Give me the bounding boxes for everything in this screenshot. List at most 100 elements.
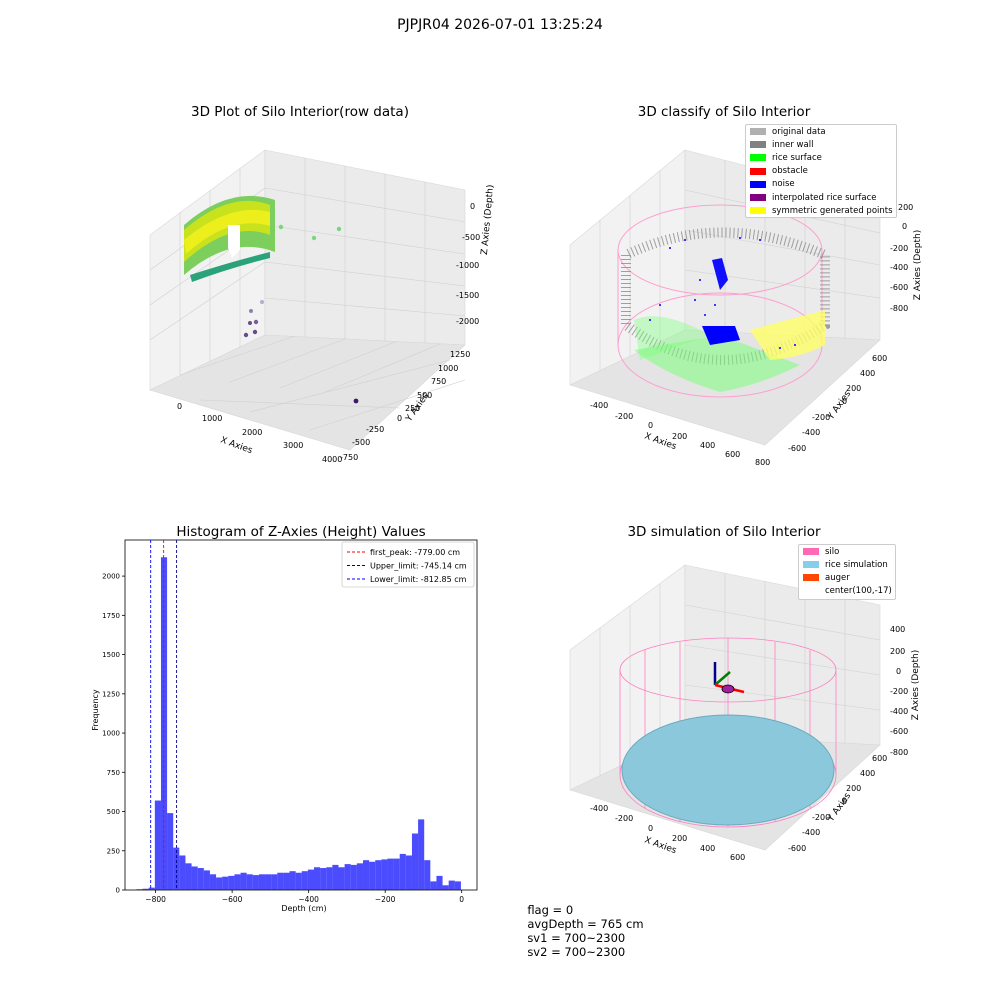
simulation-legend: silo rice simulation auger center(100,-17) — [798, 544, 896, 600]
x-tick-label: −600 — [222, 895, 243, 904]
y-tick-label: 2000 — [102, 573, 120, 581]
legend-label: interpolated rice surface — [772, 192, 877, 203]
histogram-bar — [197, 868, 204, 890]
sv1-value: sv1 = 700~2300 — [527, 931, 626, 945]
histogram-bar — [209, 874, 217, 890]
histogram-bar — [265, 874, 272, 890]
svg-text:-200: -200 — [890, 687, 908, 696]
histogram-bar — [185, 863, 192, 890]
histogram-bar — [369, 861, 376, 890]
histogram-bar — [277, 872, 284, 890]
histogram-bar — [252, 875, 259, 890]
legend-swatch — [750, 194, 766, 202]
legend-box — [341, 541, 475, 588]
panel4-title: 3D simulation of Silo Interior — [627, 524, 821, 540]
histogram-bar — [228, 875, 235, 890]
svg-text:-2000: -2000 — [456, 317, 479, 326]
panel1-title: 3D Plot of Silo Interior(row data) — [191, 104, 409, 120]
histogram-bar — [418, 819, 425, 890]
svg-text:2000: 2000 — [242, 428, 262, 437]
auger-marker — [713, 662, 745, 694]
histogram-ticks: −800 −600 −400 −200 0 0 250 500 750 1000 1250 1500 1… — [102, 573, 464, 904]
svg-text:400: 400 — [860, 769, 875, 778]
svg-text:Z Axies (Depth): Z Axies (Depth) — [911, 650, 921, 721]
svg-text:Z Axies (Depth): Z Axies (Depth) — [913, 230, 923, 301]
y-tick-label: 1250 — [102, 690, 120, 698]
histogram-bar — [167, 813, 174, 890]
legend-swatch — [750, 141, 766, 149]
svg-text:0: 0 — [842, 797, 847, 806]
svg-text:0: 0 — [648, 421, 653, 430]
y-tick-label: 1000 — [102, 730, 120, 738]
svg-text:400: 400 — [860, 369, 875, 378]
svg-text:250: 250 — [405, 404, 420, 413]
histogram-bar — [222, 876, 229, 890]
svg-text:600: 600 — [730, 853, 745, 862]
histogram-ylabel: Frequency — [91, 689, 100, 731]
histogram-bar — [173, 847, 180, 890]
histogram-bar — [362, 860, 370, 890]
histogram-bar — [436, 875, 443, 890]
raw-3d-plot: 0 1000 2000 3000 4000 X Axies 1250 1000 … — [149, 149, 496, 464]
histogram-bar — [344, 864, 351, 890]
panel2-title: 3D classify of Silo Interior — [637, 104, 811, 120]
x-tick-label: −200 — [375, 895, 396, 904]
svg-text:600: 600 — [725, 450, 740, 459]
svg-text:-200: -200 — [615, 412, 633, 421]
svg-text:-600: -600 — [890, 283, 908, 292]
flag-value: flag = 0 — [527, 903, 574, 917]
y-tick-label: 250 — [107, 847, 120, 855]
svg-text:-200: -200 — [890, 244, 908, 253]
legend-swatch — [803, 561, 819, 569]
svg-text:Z Axies (Depth): Z Axies (Depth) — [480, 184, 496, 255]
legend-swatch — [750, 207, 766, 215]
svg-text:-800: -800 — [890, 748, 908, 757]
svg-text:0: 0 — [397, 414, 402, 423]
raw-point-cloud — [184, 195, 359, 404]
histogram-bar — [454, 881, 461, 890]
legend-label: symmetric generated points — [772, 205, 893, 216]
svg-text:-500: -500 — [352, 438, 370, 447]
legend-item: center(100,-17) — [799, 585, 895, 598]
histogram-bar — [448, 880, 455, 890]
histogram-bar — [154, 800, 161, 890]
svg-text:-500: -500 — [462, 233, 480, 242]
legend-label: original data — [772, 126, 826, 137]
legend-label: obstacle — [772, 166, 808, 177]
legend-label: noise — [772, 179, 795, 190]
svg-text:200: 200 — [672, 432, 687, 441]
legend-item: symmetric generated points — [746, 204, 896, 217]
svg-text:Y Axies: Y Axies — [826, 389, 854, 422]
histogram-bar — [387, 858, 394, 890]
histogram-bar — [271, 874, 278, 890]
legend-item: obstacle — [746, 165, 896, 178]
histogram-bar — [258, 874, 266, 890]
legend-item: auger — [799, 571, 895, 584]
legend-item: rice simulation — [799, 558, 895, 571]
svg-text:0: 0 — [842, 397, 847, 406]
histogram-bar — [326, 867, 333, 890]
svg-text:-200: -200 — [812, 413, 830, 422]
rice-simulation-surface — [621, 714, 835, 826]
svg-text:500: 500 — [417, 391, 432, 400]
histogram-bar — [295, 872, 302, 890]
histogram-xlabel: Depth (cm) — [281, 904, 326, 913]
legend-label: Lower_limit: -812.85 cm — [370, 575, 467, 584]
histogram-bar — [442, 885, 449, 890]
svg-text:750: 750 — [431, 377, 446, 386]
histogram-bar — [234, 874, 241, 890]
svg-text:-600: -600 — [788, 444, 806, 453]
legend-item: rice surface — [746, 151, 896, 164]
histogram-bar — [350, 864, 357, 890]
histogram-bar — [142, 888, 149, 890]
histogram-bar — [314, 867, 321, 890]
svg-text:200: 200 — [890, 647, 905, 656]
histogram-bar — [283, 872, 290, 890]
svg-text:0: 0 — [470, 202, 475, 211]
svg-text:800: 800 — [755, 458, 770, 467]
svg-text:Y Axies: Y Axies — [826, 791, 854, 824]
histogram-bar — [332, 864, 339, 890]
histogram-bar — [320, 868, 327, 890]
svg-text:0: 0 — [177, 402, 182, 411]
svg-text:-400: -400 — [802, 828, 820, 837]
